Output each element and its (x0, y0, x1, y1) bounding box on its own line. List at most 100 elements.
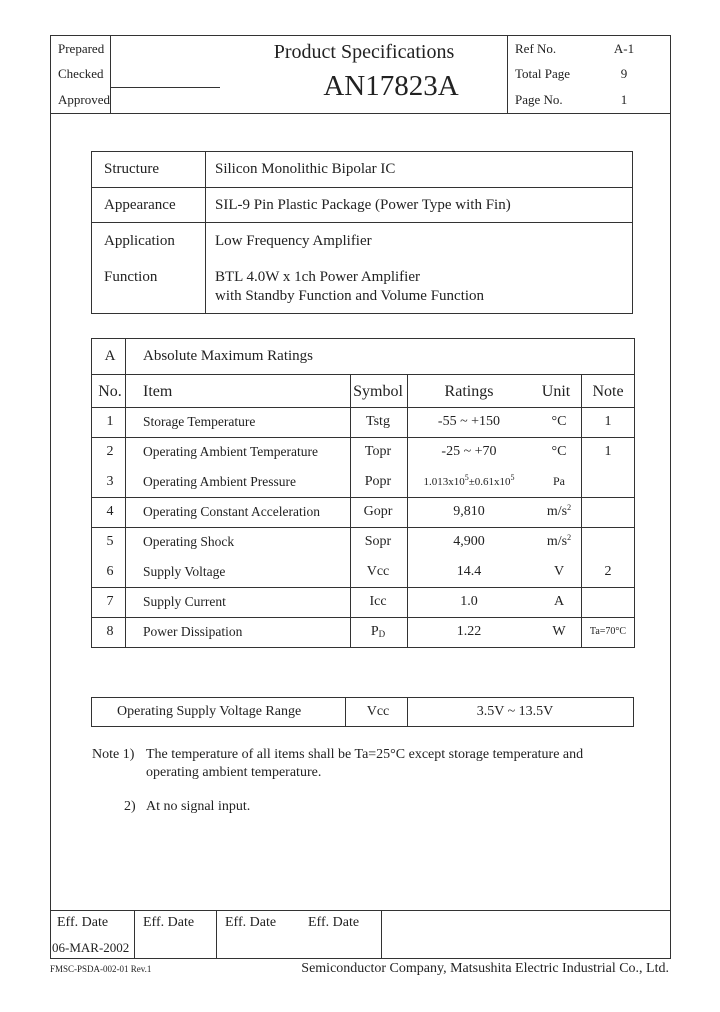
note-1-text-2: operating ambient temperature. (146, 765, 322, 780)
range-symbol: Vcc (366, 704, 390, 719)
unit-text: m/s (546, 504, 568, 519)
col-no: No. (98, 383, 122, 400)
row-rating: 1.22 (457, 625, 482, 639)
appearance-label: Appearance (104, 197, 176, 213)
col-symbol: Symbol (353, 383, 403, 400)
row-rating: 4,900 (453, 535, 485, 549)
page-no-value: 1 (620, 92, 628, 107)
unit-text: °C (551, 414, 567, 429)
row-symbol: Topr (365, 445, 391, 459)
row-symbol: Vcc (367, 565, 390, 579)
row-no: 7 (106, 594, 114, 609)
page-frame (50, 35, 671, 959)
note-2-text: At no signal input. (146, 799, 251, 814)
col-note: Note (592, 383, 624, 400)
rating-text: 1.22 (456, 624, 482, 639)
function-label: Function (104, 269, 158, 285)
page-title: Product Specifications (273, 41, 455, 63)
symbol-text: Sopr (364, 534, 392, 549)
rating-text: 1.0 (460, 594, 478, 609)
row-unit: m/s2 (546, 503, 572, 519)
application-label: Application (104, 233, 175, 249)
rating-text: 14.4 (456, 564, 482, 579)
row-symbol: Icc (369, 595, 386, 609)
row-note: 1 (604, 444, 612, 459)
structure-value: Silicon Monolithic Bipolar IC (215, 161, 396, 177)
form-number: FMSC-PSDA-002-01 Rev.1 (50, 964, 152, 974)
symbol-main: P (370, 624, 379, 639)
row-rating: -55 ~ +150 (438, 415, 500, 429)
note-2-label: 2) (124, 799, 136, 814)
symbol-sub: D (378, 629, 386, 639)
row-item: Storage Temperature (143, 414, 256, 429)
row-note: 1 (604, 414, 612, 429)
row-item: Operating Ambient Temperature (143, 444, 318, 459)
rating-part: ±0.61x10 (468, 476, 511, 488)
note-1-label: Note 1) (92, 747, 135, 762)
unit-text: V (553, 564, 565, 579)
symbol-text: Gopr (363, 504, 393, 519)
eff-date-label-4: Eff. Date (308, 915, 360, 930)
appearance-value: SIL-9 Pin Plastic Package (Power Type wi… (215, 197, 511, 213)
unit-text: Pa (553, 474, 565, 488)
rating-text: -25 ~ +70 (441, 444, 497, 459)
total-page-label: Total Page (515, 66, 571, 81)
section-letter: A (104, 348, 116, 364)
unit-exp: 2 (567, 533, 572, 542)
unit-text: m/s (546, 534, 568, 549)
row-note: 2 (604, 564, 612, 579)
row-note: Ta=70°C (589, 626, 627, 637)
row-symbol: Sopr (365, 535, 391, 549)
structure-label: Structure (104, 161, 159, 177)
row-no: 8 (106, 624, 114, 639)
row-no: 3 (106, 474, 114, 489)
checked-label: Checked (58, 66, 104, 81)
row-item: Operating Ambient Pressure (143, 474, 296, 489)
row-symbol: Gopr (364, 505, 393, 519)
page-no-label: Page No. (515, 92, 563, 107)
row-unit: V (554, 565, 564, 579)
row-item: Supply Current (143, 594, 226, 609)
row-rating: 1.013x105±0.61x105 (423, 474, 514, 488)
function-value-2: with Standby Function and Volume Functio… (215, 288, 485, 304)
rating-part: 1.013x10 (423, 476, 465, 488)
range-label: Operating Supply Voltage Range (117, 704, 302, 719)
rating-exp: 5 (510, 473, 515, 482)
row-no: 2 (106, 444, 114, 459)
row-symbol: PD (371, 625, 385, 639)
row-no: 1 (106, 414, 114, 429)
row-symbol: Tstg (366, 415, 390, 429)
ref-no-value: A-1 (613, 41, 635, 56)
symbol-text: Icc (369, 594, 387, 609)
row-no: 6 (106, 564, 114, 579)
part-number: AN17823A (323, 70, 459, 102)
total-page-value: 9 (620, 66, 628, 81)
symbol-text: Popr (364, 474, 392, 489)
rating-exp: 5 (464, 473, 469, 482)
row-unit: W (552, 625, 565, 639)
col-ratings: Ratings (444, 383, 494, 400)
symbol-text: Topr (364, 444, 392, 459)
note-1-text: The temperature of all items shall be Ta… (146, 747, 584, 762)
row-rating: 1.0 (460, 595, 478, 609)
row-item: Operating Constant Acceleration (143, 504, 320, 519)
unit-text: A (553, 594, 565, 609)
row-item: Power Dissipation (143, 624, 243, 639)
row-unit: °C (552, 445, 567, 459)
company-name: Semiconductor Company, Matsushita Electr… (301, 961, 669, 976)
row-unit: Pa (553, 475, 565, 487)
row-unit: A (554, 595, 564, 609)
row-no: 4 (106, 504, 114, 519)
unit-text: °C (551, 444, 567, 459)
ref-no-label: Ref No. (515, 41, 557, 56)
symbol-text: Tstg (366, 414, 390, 429)
eff-date-label-3: Eff. Date (225, 915, 277, 930)
unit-exp: 2 (567, 503, 572, 512)
row-rating: -25 ~ +70 (441, 445, 496, 459)
col-unit: Unit (541, 383, 571, 400)
prepared-label: Prepared (58, 41, 105, 56)
eff-date-label-1: Eff. Date (57, 915, 109, 930)
function-value: BTL 4.0W x 1ch Power Amplifier (215, 269, 420, 285)
unit-text: W (552, 624, 566, 639)
